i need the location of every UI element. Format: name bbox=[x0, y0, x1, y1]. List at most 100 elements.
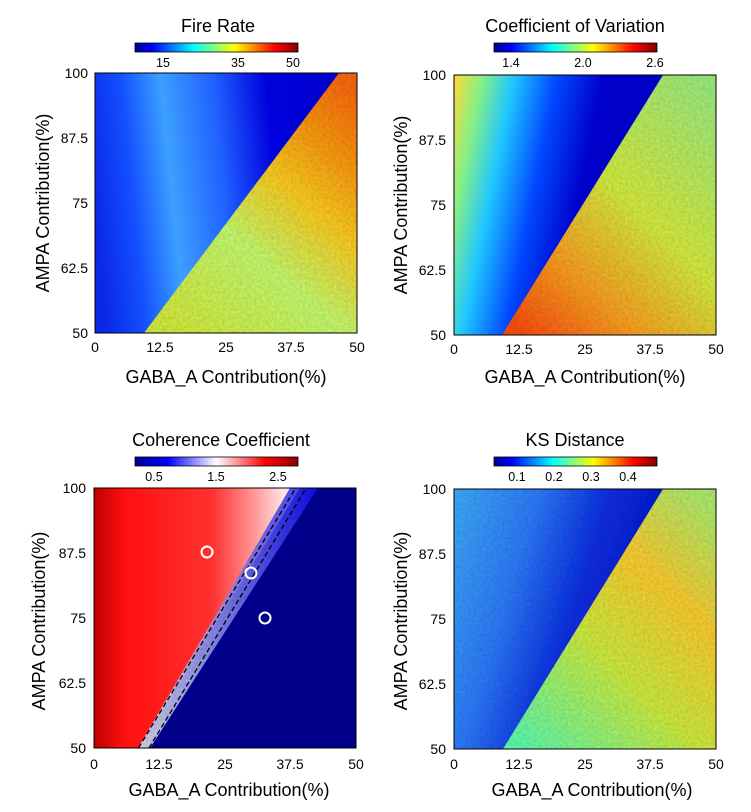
panel-title: Coherence Coefficient bbox=[132, 430, 310, 450]
y-tick-labels: 100 87.5 75 62.5 50 bbox=[61, 65, 88, 341]
colorbar-tick-label: 0.2 bbox=[545, 470, 562, 484]
x-tick-label: 12.5 bbox=[505, 756, 532, 772]
marker-circle bbox=[258, 611, 272, 625]
colorbar-tick-label: 0.4 bbox=[619, 470, 636, 484]
heatmap-right-region bbox=[144, 73, 357, 333]
y-axis-label: AMPA Contribution(%) bbox=[29, 532, 49, 711]
y-tick-label: 75 bbox=[430, 611, 446, 627]
x-axis-label: GABA_A Contribution(%) bbox=[491, 780, 692, 801]
x-tick-label: 0 bbox=[450, 341, 458, 357]
panel-coefficient-of-variation: Coefficient of Variation 1.4 2.0 2.6 100… bbox=[391, 16, 724, 388]
colorbar-tick-label: 2.5 bbox=[269, 470, 286, 484]
dashed-boundary-line bbox=[148, 487, 307, 749]
y-tick-label: 100 bbox=[65, 65, 89, 81]
x-tick-label: 25 bbox=[577, 756, 593, 772]
heatmap-right-region bbox=[503, 489, 716, 749]
colorbar: 1.4 2.0 2.6 bbox=[493, 42, 664, 70]
plot-frame bbox=[453, 74, 717, 336]
plot-area bbox=[93, 487, 357, 749]
y-tick-label: 50 bbox=[430, 327, 446, 343]
colorbar-tick-label: 50 bbox=[286, 56, 300, 70]
colorbar: 0.5 1.5 2.5 bbox=[134, 456, 299, 484]
x-axis-label: GABA_A Contribution(%) bbox=[128, 780, 329, 801]
y-tick-label: 100 bbox=[423, 481, 447, 497]
plot-area bbox=[453, 488, 717, 750]
x-tick-label: 12.5 bbox=[146, 339, 173, 355]
y-tick-labels: 100 87.5 75 62.5 50 bbox=[419, 481, 446, 757]
panel-title: Coefficient of Variation bbox=[485, 16, 664, 36]
y-tick-label: 62.5 bbox=[59, 675, 86, 691]
colorbar: 0.1 0.2 0.3 0.4 bbox=[493, 456, 658, 484]
plot-area bbox=[94, 72, 358, 334]
heatmap-right-region bbox=[502, 75, 716, 335]
x-tick-label: 12.5 bbox=[505, 341, 532, 357]
dashed-boundary-line bbox=[137, 487, 297, 749]
colorbar-tick-label: 2.0 bbox=[574, 56, 591, 70]
y-tick-label: 100 bbox=[63, 480, 87, 496]
y-tick-labels: 100 87.5 75 62.5 50 bbox=[59, 480, 86, 756]
colorbar-tick-label: 15 bbox=[156, 56, 170, 70]
plot-frame bbox=[453, 488, 717, 750]
plot-area bbox=[453, 74, 717, 336]
colorbar-tick-label: 0.5 bbox=[145, 470, 162, 484]
colorbar-gradient bbox=[493, 42, 658, 53]
plot-frame bbox=[93, 487, 357, 749]
y-tick-label: 87.5 bbox=[419, 546, 446, 562]
x-tick-label: 12.5 bbox=[145, 756, 172, 772]
colorbar-gradient bbox=[134, 456, 299, 467]
y-tick-label: 50 bbox=[72, 325, 88, 341]
panel-title: KS Distance bbox=[525, 430, 624, 450]
y-tick-label: 75 bbox=[430, 197, 446, 213]
x-tick-label: 50 bbox=[708, 341, 724, 357]
y-tick-label: 62.5 bbox=[61, 260, 88, 276]
heatmap-right-region bbox=[138, 488, 356, 748]
colorbar-tick-label: 1.4 bbox=[502, 56, 519, 70]
x-tick-label: 0 bbox=[90, 756, 98, 772]
y-tick-label: 75 bbox=[70, 610, 86, 626]
x-tick-labels: 0 12.5 25 37.5 50 bbox=[91, 339, 365, 355]
y-axis-label: AMPA Contribution(%) bbox=[391, 532, 411, 711]
panel-title: Fire Rate bbox=[181, 16, 255, 36]
x-tick-label: 50 bbox=[349, 339, 365, 355]
marker-circle bbox=[200, 545, 214, 559]
colorbar-gradient bbox=[493, 456, 658, 467]
y-axis-label: AMPA Contribution(%) bbox=[391, 116, 411, 295]
y-tick-label: 87.5 bbox=[419, 132, 446, 148]
colorbar-tick-label: 0.1 bbox=[508, 470, 525, 484]
y-tick-label: 75 bbox=[72, 195, 88, 211]
y-tick-label: 50 bbox=[70, 740, 86, 756]
y-tick-label: 87.5 bbox=[59, 545, 86, 561]
colorbar-tick-label: 35 bbox=[231, 56, 245, 70]
x-tick-label: 0 bbox=[450, 756, 458, 772]
colorbar-tick-label: 1.5 bbox=[207, 470, 224, 484]
x-tick-label: 50 bbox=[348, 756, 364, 772]
colorbar-tick-label: 0.3 bbox=[582, 470, 599, 484]
x-tick-label: 37.5 bbox=[636, 341, 663, 357]
x-axis-label: GABA_A Contribution(%) bbox=[484, 367, 685, 388]
panel-ks-distance: KS Distance 0.1 0.2 0.3 0.4 100 87.5 75 … bbox=[391, 430, 724, 801]
panel-fire-rate: Fire Rate 15 35 50 100 87.5 75 62.5 50 0… bbox=[33, 16, 365, 388]
y-tick-label: 50 bbox=[430, 741, 446, 757]
y-tick-label: 62.5 bbox=[419, 676, 446, 692]
y-tick-labels: 100 87.5 75 62.5 50 bbox=[419, 67, 446, 343]
x-tick-labels: 0 12.5 25 37.5 50 bbox=[450, 756, 724, 772]
colorbar: 15 35 50 bbox=[134, 42, 300, 70]
panel-coherence-coefficient: Coherence Coefficient 0.5 1.5 2.5 100 87… bbox=[29, 430, 364, 801]
y-tick-label: 87.5 bbox=[61, 130, 88, 146]
x-tick-label: 37.5 bbox=[636, 756, 663, 772]
x-tick-label: 25 bbox=[577, 341, 593, 357]
x-tick-label: 25 bbox=[218, 339, 234, 355]
x-tick-labels: 0 12.5 25 37.5 50 bbox=[450, 341, 724, 357]
x-tick-label: 25 bbox=[217, 756, 233, 772]
plot-frame bbox=[94, 72, 358, 334]
y-tick-label: 100 bbox=[423, 67, 447, 83]
colorbar-gradient bbox=[134, 42, 299, 53]
y-tick-label: 62.5 bbox=[419, 262, 446, 278]
marker-circle bbox=[244, 566, 258, 580]
y-axis-label: AMPA Contribution(%) bbox=[33, 114, 53, 293]
x-tick-label: 50 bbox=[708, 756, 724, 772]
colorbar-tick-label: 2.6 bbox=[646, 56, 663, 70]
x-tick-label: 37.5 bbox=[276, 756, 303, 772]
x-tick-labels: 0 12.5 25 37.5 50 bbox=[90, 756, 364, 772]
